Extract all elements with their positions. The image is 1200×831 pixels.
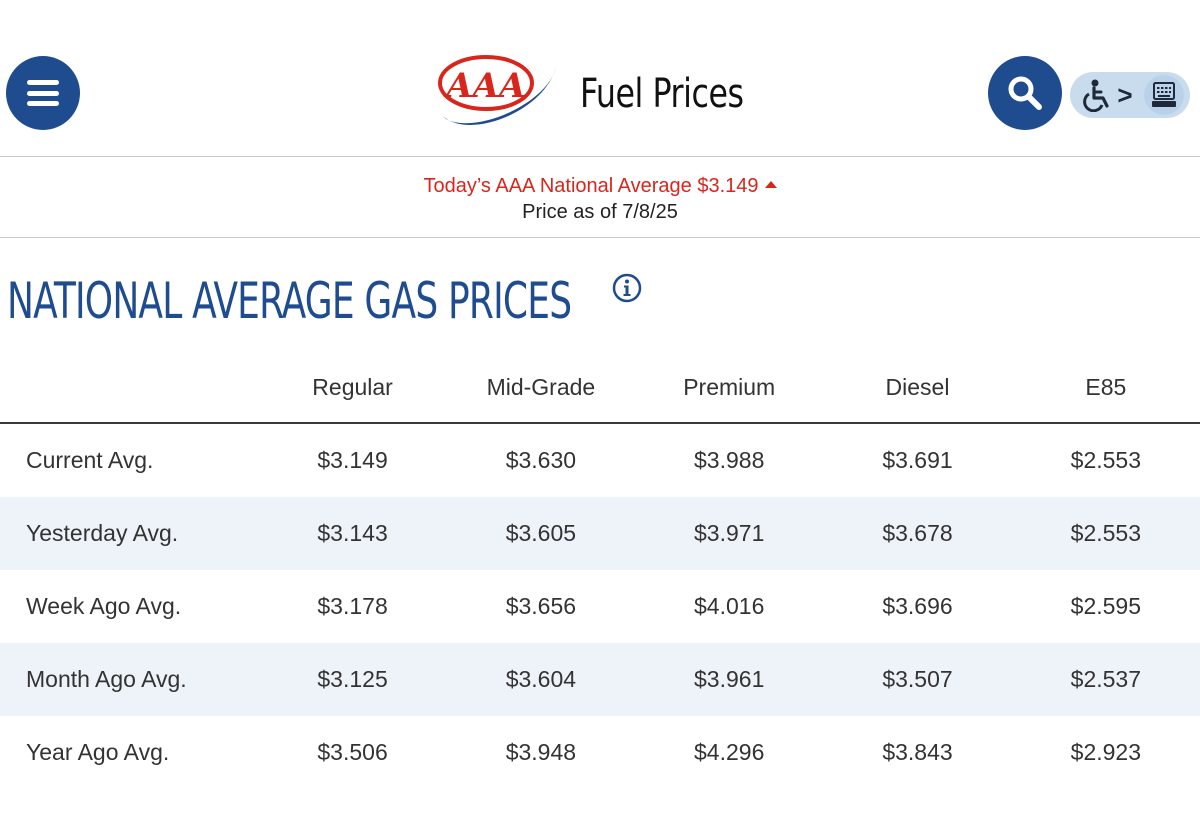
price-cell: $3.506 <box>317 739 388 765</box>
price-cell: $3.143 <box>258 497 447 570</box>
info-icon[interactable] <box>612 273 642 303</box>
table-header-row: Regular Mid-Grade Premium Diesel E85 <box>0 352 1200 424</box>
column-header: Diesel <box>823 352 1012 424</box>
price-cell: $4.296 <box>694 739 765 765</box>
table-row: Current Avg. $3.149 $3.630 $3.988 $3.691… <box>0 423 1200 497</box>
accessibility-separator: > <box>1117 79 1133 110</box>
column-header-empty <box>0 352 259 424</box>
price-cell: $3.948 <box>505 739 577 765</box>
wheelchair-icon <box>1083 79 1109 112</box>
menu-button[interactable] <box>6 56 80 130</box>
row-label: Year Ago Avg. <box>26 739 170 765</box>
page-title: Fuel Prices <box>580 71 744 117</box>
table-row: Month Ago Avg. $3.125 $3.604 $3.961 $3.5… <box>0 643 1200 716</box>
price-cell: $3.507 <box>823 643 1012 716</box>
price-cell: $3.678 <box>823 497 1012 570</box>
price-cell: $3.605 <box>446 497 636 570</box>
row-label: Current Avg. <box>26 447 154 473</box>
price-cell: $3.604 <box>446 643 636 716</box>
price-cell: $3.149 <box>317 447 388 473</box>
brand: AAA Fuel Prices <box>436 52 766 136</box>
row-label: Week Ago Avg. <box>26 593 182 619</box>
price-as-of: Price as of 7/8/25 <box>522 201 678 223</box>
national-average-banner: Today’s AAA National Average $3.149 Pric… <box>0 157 1200 238</box>
price-cell: $3.125 <box>258 643 447 716</box>
search-button[interactable] <box>988 56 1062 130</box>
site-header: AAA Fuel Prices > <box>0 0 1200 157</box>
gas-prices-table: Regular Mid-Grade Premium Diesel E85 Cur… <box>0 352 1200 789</box>
search-icon <box>1008 76 1042 110</box>
national-average-text[interactable]: Today’s AAA National Average $3.149 <box>0 175 1200 198</box>
column-header: Premium <box>635 352 824 424</box>
keyboard-icon-wrap <box>1144 75 1184 115</box>
price-cell: $2.923 <box>1070 739 1142 765</box>
table-row: Year Ago Avg. $3.506 $3.948 $4.296 $3.84… <box>0 716 1200 789</box>
column-header: E85 <box>1011 352 1200 424</box>
aaa-logo-text: AAA <box>443 66 525 106</box>
price-cell: $3.961 <box>635 643 824 716</box>
price-cell: $4.016 <box>694 593 765 619</box>
price-cell: $3.843 <box>882 739 953 765</box>
price-cell: $3.988 <box>694 447 765 473</box>
row-label: Month Ago Avg. <box>0 643 259 716</box>
section-heading: NATIONAL AVERAGE GAS PRICES <box>7 266 712 336</box>
price-cell: $2.537 <box>1011 643 1200 716</box>
price-cell: $3.691 <box>882 447 953 473</box>
national-average-value: Today’s AAA National Average $3.149 <box>423 175 759 197</box>
trend-up-icon <box>764 181 777 188</box>
section-title: NATIONAL AVERAGE GAS PRICES <box>7 272 572 330</box>
price-cell: $3.656 <box>505 593 577 619</box>
row-label: Yesterday Avg. <box>0 497 259 570</box>
price-cell: $3.696 <box>882 593 953 619</box>
price-cell: $3.630 <box>505 447 577 473</box>
price-cell: $2.595 <box>1070 593 1142 619</box>
hamburger-menu-icon <box>27 80 59 106</box>
price-cell: $3.178 <box>317 593 388 619</box>
accessibility-toggle[interactable]: > <box>1070 72 1190 118</box>
table-row: Yesterday Avg. $3.143 $3.605 $3.971 $3.6… <box>0 497 1200 570</box>
aaa-logo[interactable]: AAA <box>436 53 564 135</box>
keyboard-icon <box>1152 82 1176 107</box>
price-cell: $3.971 <box>635 497 824 570</box>
table-row: Week Ago Avg. $3.178 $3.656 $4.016 $3.69… <box>0 570 1200 643</box>
price-cell: $2.553 <box>1011 497 1200 570</box>
price-cell: $2.553 <box>1070 447 1142 473</box>
column-header: Regular <box>258 352 447 424</box>
column-header: Mid-Grade <box>446 352 636 424</box>
